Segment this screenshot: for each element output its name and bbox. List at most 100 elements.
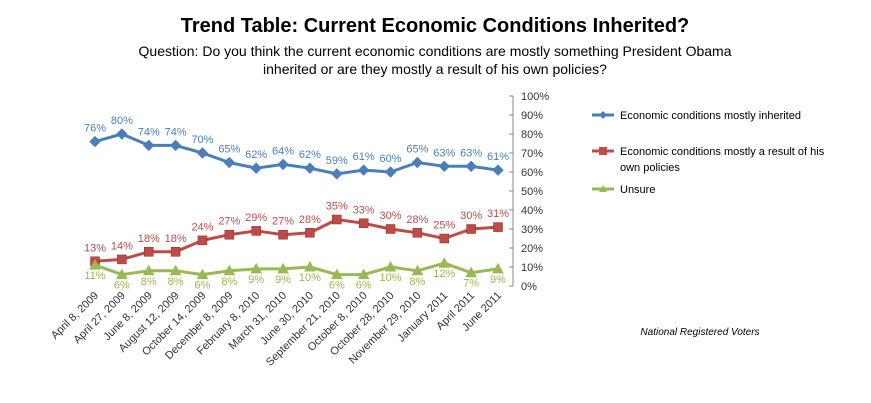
y-tick-label: 50% <box>521 186 543 198</box>
data-label: 80% <box>111 115 133 127</box>
data-label: 18% <box>165 233 187 245</box>
data-label: 62% <box>245 149 267 161</box>
data-label: 61% <box>487 151 509 163</box>
data-label: 8% <box>409 276 425 288</box>
data-point-marker <box>223 264 236 276</box>
data-point-marker <box>492 262 504 274</box>
data-point-marker <box>304 260 316 272</box>
plot-area: 0%10%20%30%40%50%60%70%80%90%100%April 8… <box>49 91 549 369</box>
data-label: 6% <box>356 280 372 292</box>
data-point-marker <box>142 264 155 276</box>
chart-subtitle-line-2: inherited or are they mostly a result of… <box>263 61 607 77</box>
data-point-marker <box>466 224 476 234</box>
data-point-marker <box>438 160 450 173</box>
legend-marker <box>599 147 607 155</box>
data-label: 14% <box>111 240 133 252</box>
data-label: 8% <box>221 276 237 288</box>
data-label: 33% <box>353 204 375 216</box>
data-point-marker <box>170 247 181 257</box>
legend-label: Economic conditions mostly a result of h… <box>620 146 825 158</box>
data-label: 6% <box>114 280 130 292</box>
data-label: 28% <box>299 214 321 226</box>
data-label: 11% <box>84 270 105 282</box>
data-point-marker <box>169 264 182 276</box>
data-point-marker <box>277 158 289 171</box>
y-tick-label: 10% <box>521 262 543 274</box>
legend: Economic conditions mostly inherited Econ… <box>592 110 825 196</box>
data-point-marker <box>492 164 504 176</box>
legend-label: own policies <box>620 162 680 174</box>
data-point-marker <box>465 266 477 278</box>
data-point-marker <box>250 262 263 274</box>
data-label: 9% <box>275 274 291 286</box>
data-point-marker <box>331 168 343 180</box>
data-point-marker <box>116 128 128 140</box>
data-label: 31% <box>487 208 509 220</box>
data-label: 25% <box>433 220 455 232</box>
data-point-marker <box>384 166 397 178</box>
data-point-marker <box>89 259 101 270</box>
data-label: 24% <box>191 221 213 233</box>
y-tick-label: 60% <box>521 167 543 179</box>
data-point-marker <box>438 257 451 268</box>
series-line <box>94 218 499 263</box>
y-tick-label: 20% <box>521 243 543 255</box>
data-label: 70% <box>191 134 213 146</box>
data-point-marker <box>250 162 262 174</box>
y-tick-label: 0% <box>521 281 537 293</box>
data-point-marker <box>143 139 155 152</box>
data-point-marker <box>277 262 289 274</box>
data-point-marker <box>251 226 261 236</box>
data-point-marker <box>224 229 235 240</box>
data-point-marker <box>330 268 343 280</box>
data-point-marker <box>169 139 182 152</box>
data-point-marker <box>89 135 101 148</box>
y-tick-label: 90% <box>521 110 543 122</box>
data-point-marker <box>465 160 477 173</box>
legend-marker <box>599 111 607 119</box>
data-label: 29% <box>245 212 267 224</box>
data-point-marker <box>223 156 236 169</box>
data-label: 59% <box>326 155 348 167</box>
data-label: 27% <box>272 216 294 228</box>
data-point-marker <box>143 247 154 257</box>
data-point-marker <box>304 162 316 174</box>
data-label: 28% <box>406 214 428 226</box>
data-label: 74% <box>138 126 160 138</box>
legend-label: Economic conditions mostly inherited <box>620 110 801 122</box>
data-label: 65% <box>406 144 428 156</box>
data-point-marker <box>116 268 128 280</box>
data-label: 8% <box>168 276 184 288</box>
data-label: 6% <box>329 280 345 292</box>
data-label: 35% <box>326 201 348 213</box>
data-label: 12% <box>433 268 455 280</box>
data-label: 13% <box>84 242 106 254</box>
y-tick-label: 30% <box>521 224 543 236</box>
data-point-marker <box>305 228 315 238</box>
series-line <box>94 261 499 277</box>
data-label: 9% <box>490 274 506 286</box>
data-point-marker <box>411 156 424 169</box>
data-label: 65% <box>218 144 240 156</box>
data-point-marker <box>412 228 423 238</box>
y-tick-label: 80% <box>521 129 543 141</box>
y-tick-label: 40% <box>521 205 543 217</box>
data-label: 63% <box>460 147 482 159</box>
data-label: 63% <box>433 147 455 159</box>
legend-label: Unsure <box>620 184 655 196</box>
y-tick-label: 100% <box>521 91 549 103</box>
data-point-marker <box>411 264 424 276</box>
data-label: 6% <box>195 280 211 292</box>
series-line <box>94 132 499 176</box>
y-tick-label: 70% <box>521 148 543 160</box>
data-point-marker <box>439 233 450 244</box>
data-point-marker <box>357 268 370 280</box>
data-label: 18% <box>138 233 160 245</box>
data-label: 30% <box>380 210 402 222</box>
data-label: 30% <box>460 210 482 222</box>
chart-subtitle-line-1: Question: Do you think the current econo… <box>139 43 732 59</box>
data-point-marker <box>493 222 503 232</box>
data-label: 61% <box>353 151 375 163</box>
data-label: 9% <box>248 274 264 286</box>
